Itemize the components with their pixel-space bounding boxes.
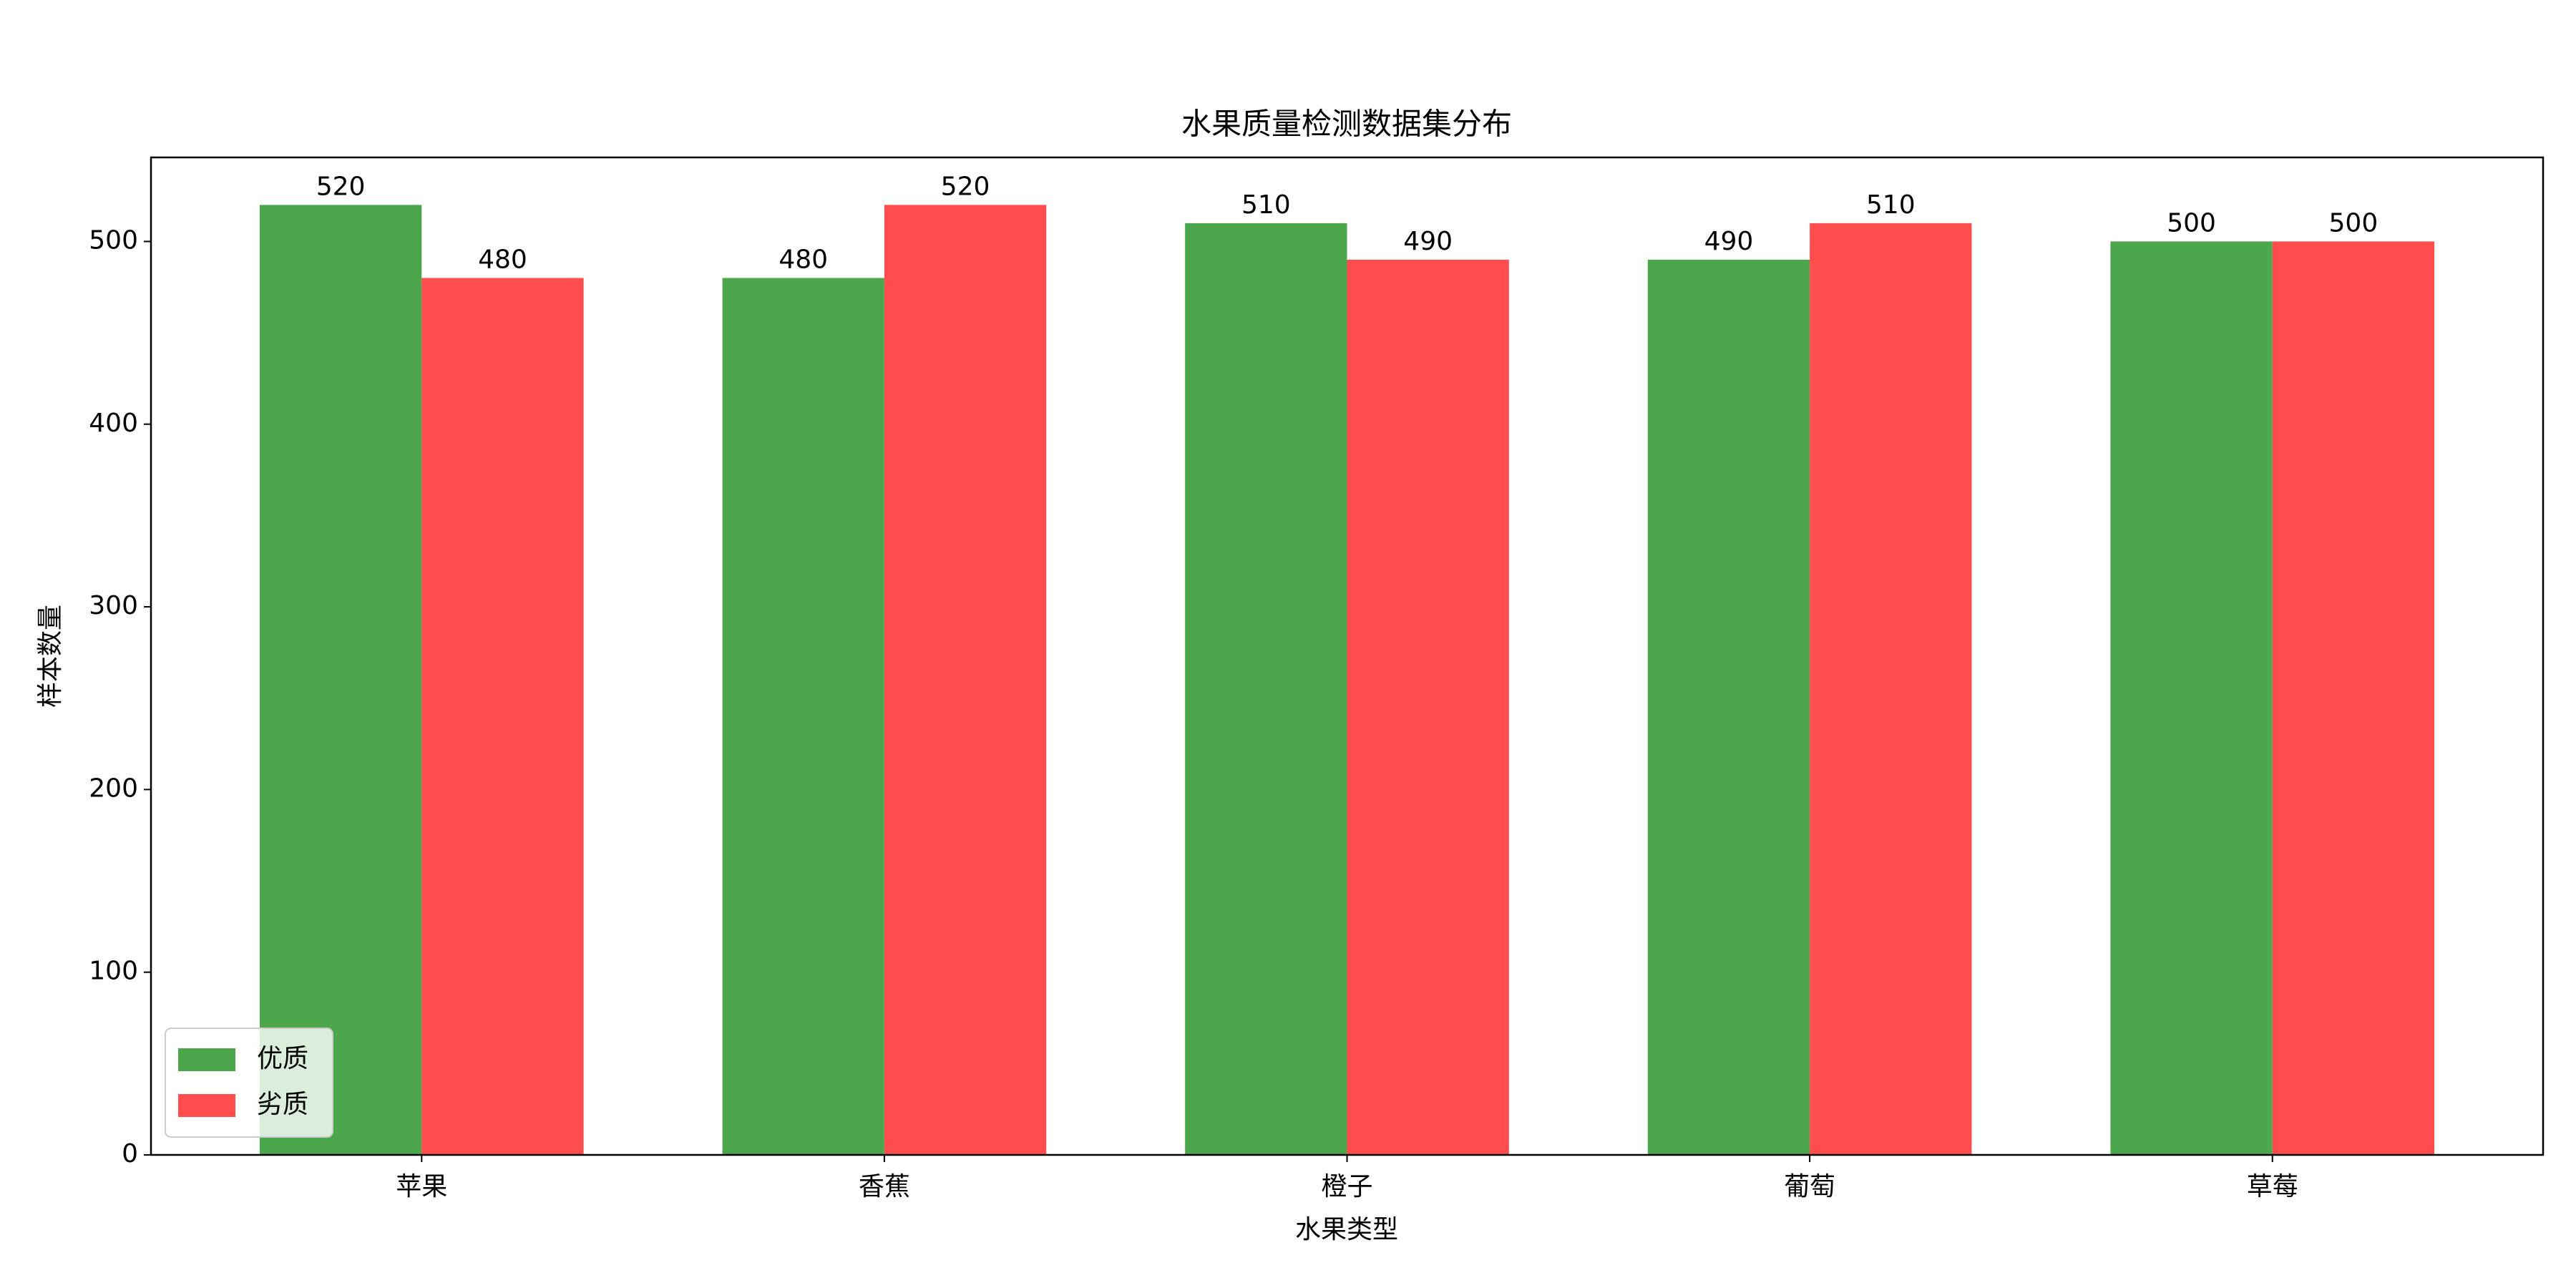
value-label: 490 — [1704, 227, 1754, 256]
x-axis-label: 水果类型 — [1295, 1215, 1398, 1244]
y-tick-label: 300 — [89, 591, 138, 620]
x-tick-label: 橙子 — [1321, 1172, 1372, 1201]
x-tick-label: 草莓 — [2247, 1172, 2298, 1201]
value-label: 490 — [1403, 227, 1453, 256]
value-label: 520 — [316, 172, 366, 201]
x-tick-label: 苹果 — [396, 1172, 447, 1201]
bar — [1347, 259, 1509, 1155]
value-label: 510 — [1241, 190, 1291, 220]
bar — [421, 278, 584, 1155]
chart-title: 水果质量检测数据集分布 — [1181, 107, 1512, 142]
legend-swatch — [178, 1048, 235, 1071]
axes-frame — [150, 156, 2545, 1156]
value-label: 510 — [1866, 190, 1916, 220]
bar — [259, 205, 422, 1155]
y-axis-label: 样本数量 — [36, 605, 65, 708]
value-label: 520 — [941, 172, 990, 201]
legend-swatch — [178, 1094, 235, 1117]
bar — [1185, 223, 1347, 1155]
y-tick-label: 100 — [89, 957, 138, 986]
bar — [2272, 241, 2435, 1155]
bar — [1647, 259, 1810, 1155]
x-tick-label: 香蕉 — [859, 1172, 910, 1201]
bar — [2110, 241, 2273, 1155]
y-tick-label: 500 — [89, 225, 138, 255]
value-label: 480 — [779, 245, 828, 275]
value-label: 500 — [2329, 208, 2379, 238]
y-tick-label: 400 — [89, 409, 138, 438]
value-label: 480 — [478, 245, 527, 275]
y-tick-label: 200 — [89, 774, 138, 803]
bar — [722, 278, 884, 1155]
y-tick-label: 0 — [122, 1139, 138, 1169]
bar — [884, 205, 1047, 1155]
bar — [1810, 223, 1972, 1155]
legend-label: 劣质 — [257, 1090, 308, 1119]
legend-label: 优质 — [257, 1044, 308, 1073]
value-label: 500 — [2167, 208, 2216, 238]
x-tick-label: 葡萄 — [1784, 1172, 1835, 1201]
